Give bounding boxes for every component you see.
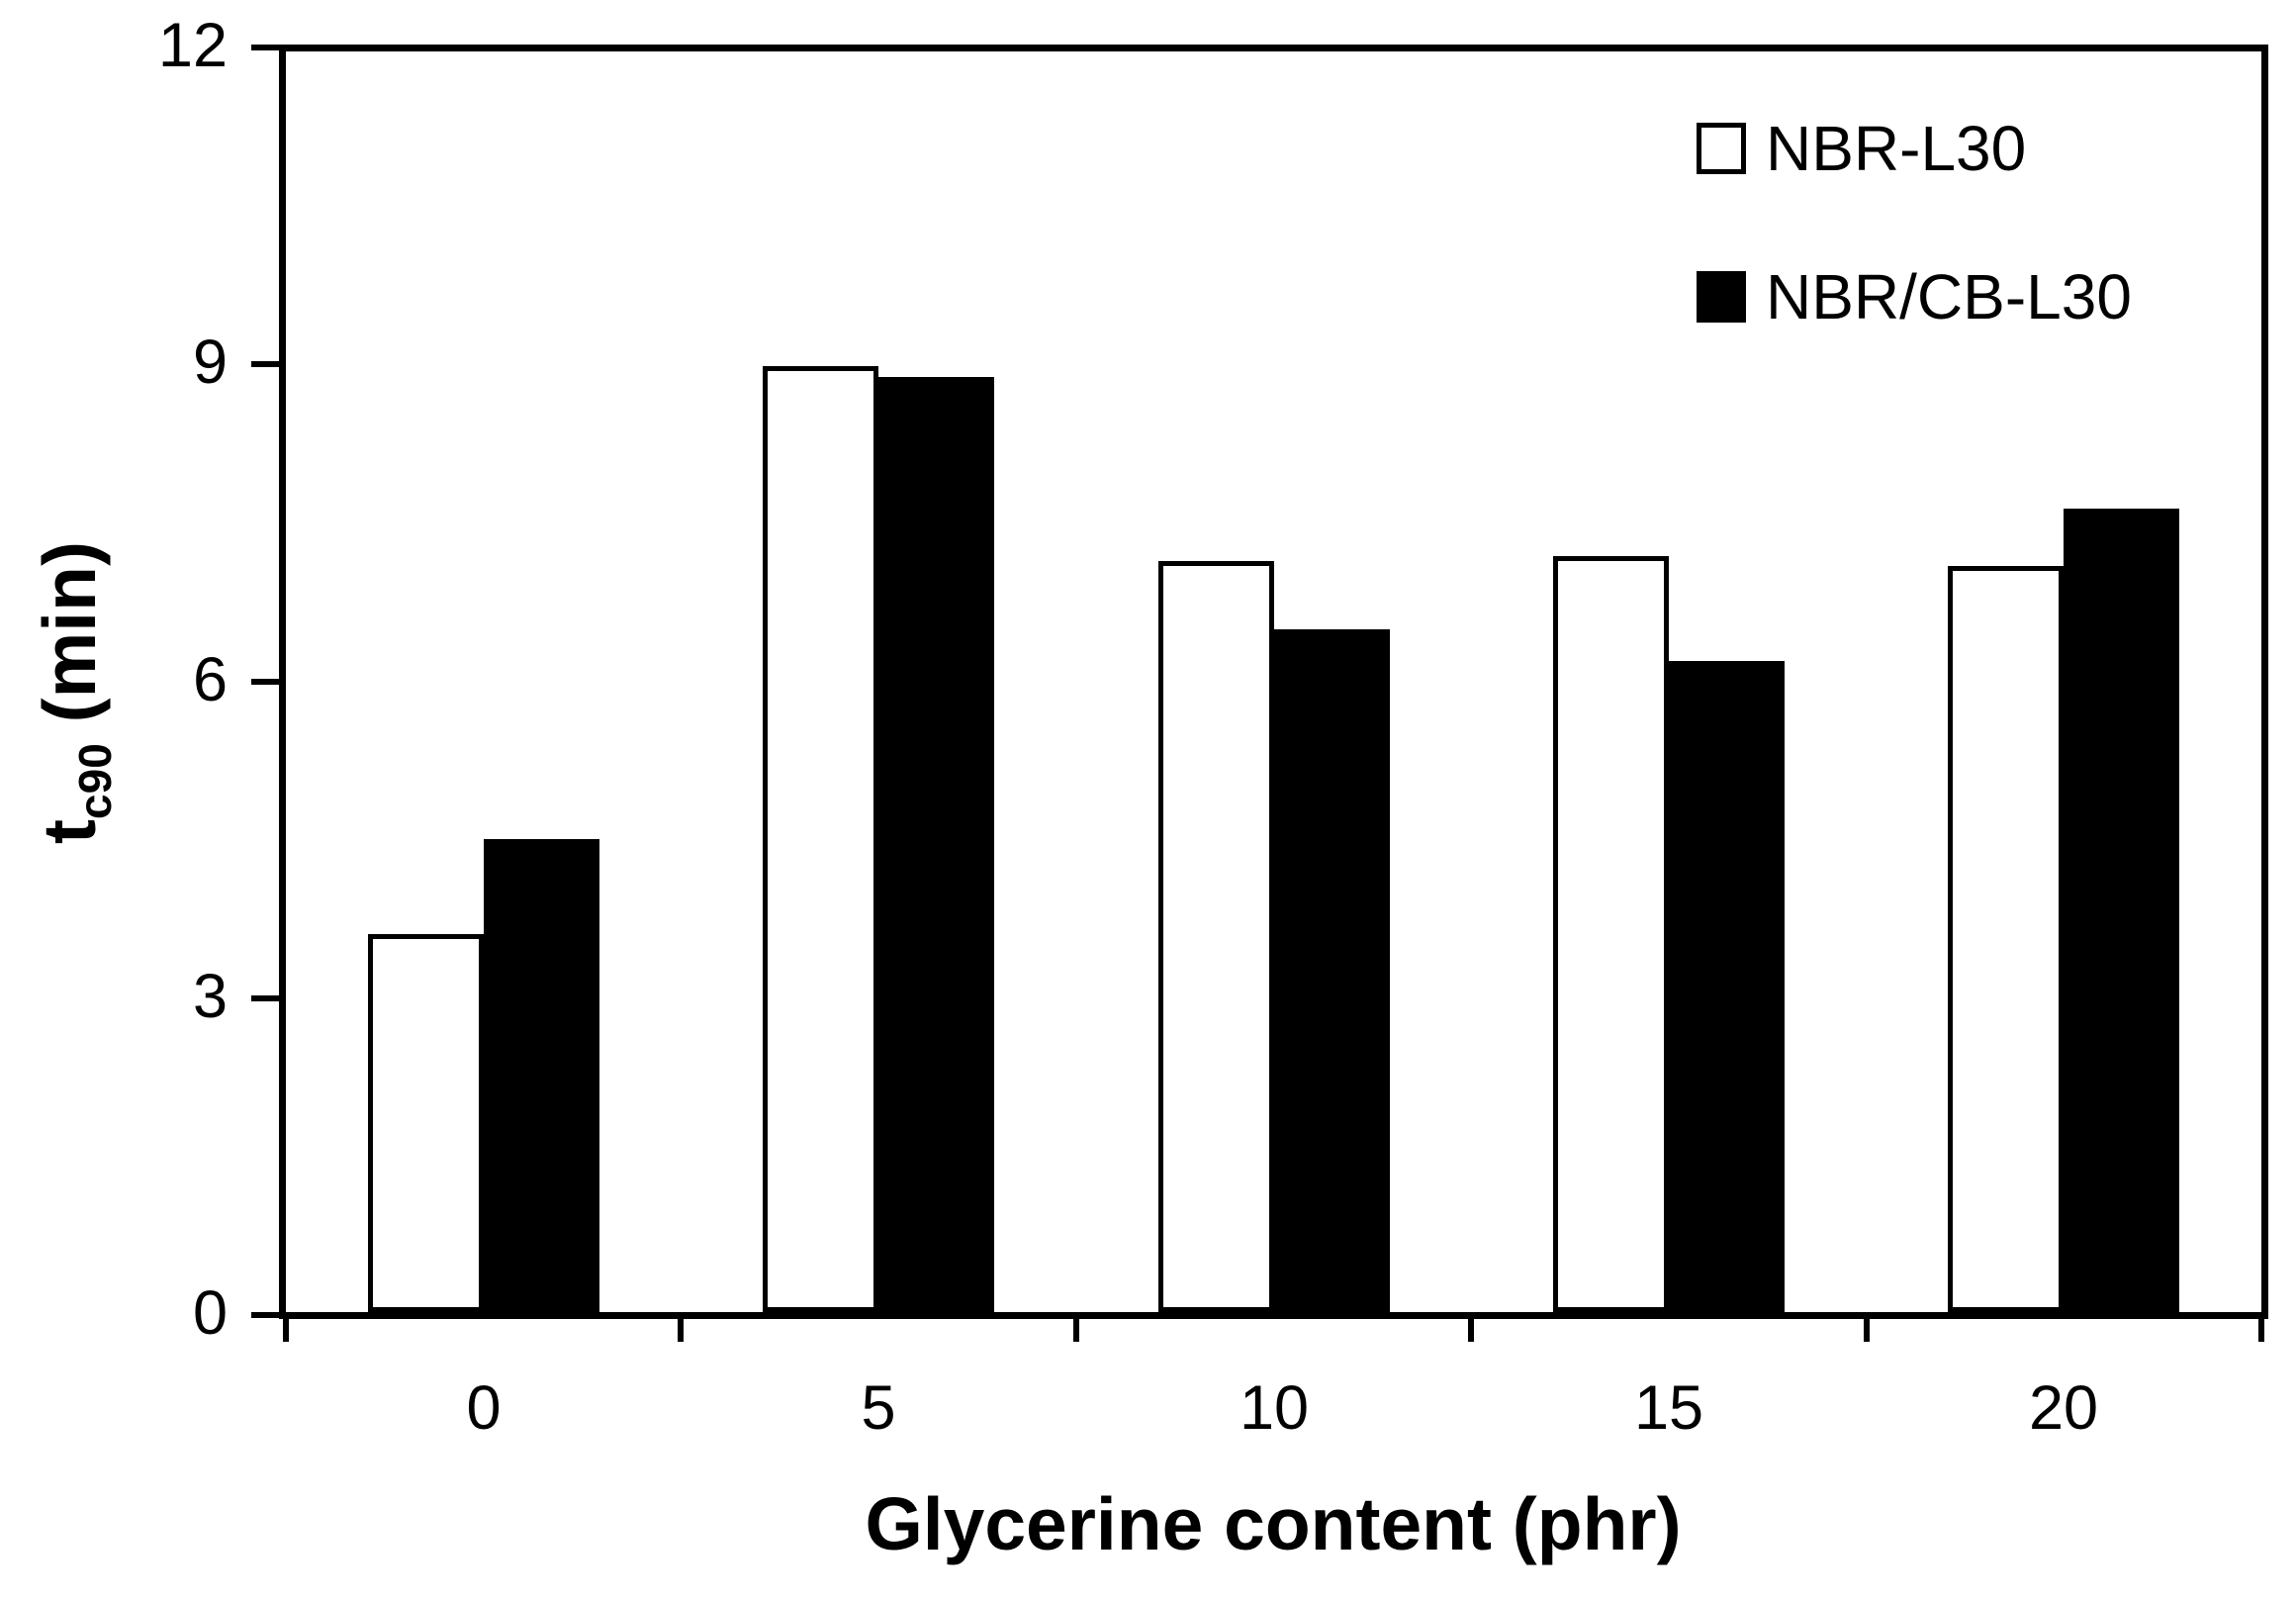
legend-marker-filled-square-icon (1697, 271, 1746, 323)
bar (878, 377, 995, 1312)
x-axis-tick (283, 1312, 289, 1342)
y-tick-label: 12 (157, 11, 228, 80)
y-tick-label: 3 (192, 962, 228, 1031)
bar (1552, 556, 1669, 1312)
y-axis-title-base: t (28, 818, 111, 844)
y-tick-label: 6 (192, 645, 228, 714)
y-axis-tick (251, 679, 279, 685)
legend-item-nbr-l30: NBR-L30 (1697, 117, 2026, 180)
x-axis-tick (1468, 1312, 1474, 1342)
x-tick-label: 10 (1239, 1373, 1310, 1443)
legend-label: NBR-L30 (1766, 113, 2027, 184)
bar (763, 366, 879, 1312)
bar (2064, 509, 2180, 1312)
y-axis-tick (251, 995, 279, 1001)
y-axis-title-unit: (min) (28, 541, 111, 744)
x-axis-tick (678, 1312, 684, 1342)
x-axis-tick (1864, 1312, 1870, 1342)
x-tick-label: 20 (2028, 1373, 2099, 1443)
y-axis-title-subscript: c90 (69, 743, 121, 819)
legend-label: NBR/CB-L30 (1766, 261, 2132, 332)
x-axis-title: Glycerine content (phr) (865, 1482, 1682, 1565)
y-axis-tick (251, 1312, 279, 1318)
y-axis-title: tc90 (min) (28, 541, 121, 844)
x-tick-label: 5 (861, 1373, 896, 1443)
legend-item-nbr-cb-l30: NBR/CB-L30 (1697, 265, 2132, 329)
bar (483, 839, 599, 1312)
y-axis-tick (251, 45, 279, 50)
bar (1273, 629, 1390, 1312)
y-tick-label: 0 (192, 1278, 228, 1348)
y-tick-label: 9 (192, 328, 228, 397)
x-axis-tick (1073, 1312, 1079, 1342)
bar (1948, 566, 2065, 1312)
bar (1668, 661, 1785, 1312)
legend-marker-open-square-icon (1697, 123, 1746, 174)
bar (1157, 561, 1274, 1312)
y-axis-tick (251, 361, 279, 367)
x-axis-tick (2258, 1312, 2264, 1342)
plot-bars-layer (286, 51, 2261, 1312)
x-tick-label: 0 (466, 1373, 502, 1443)
plot-area (279, 45, 2268, 1319)
bar (367, 934, 484, 1312)
x-tick-label: 15 (1633, 1373, 1704, 1443)
